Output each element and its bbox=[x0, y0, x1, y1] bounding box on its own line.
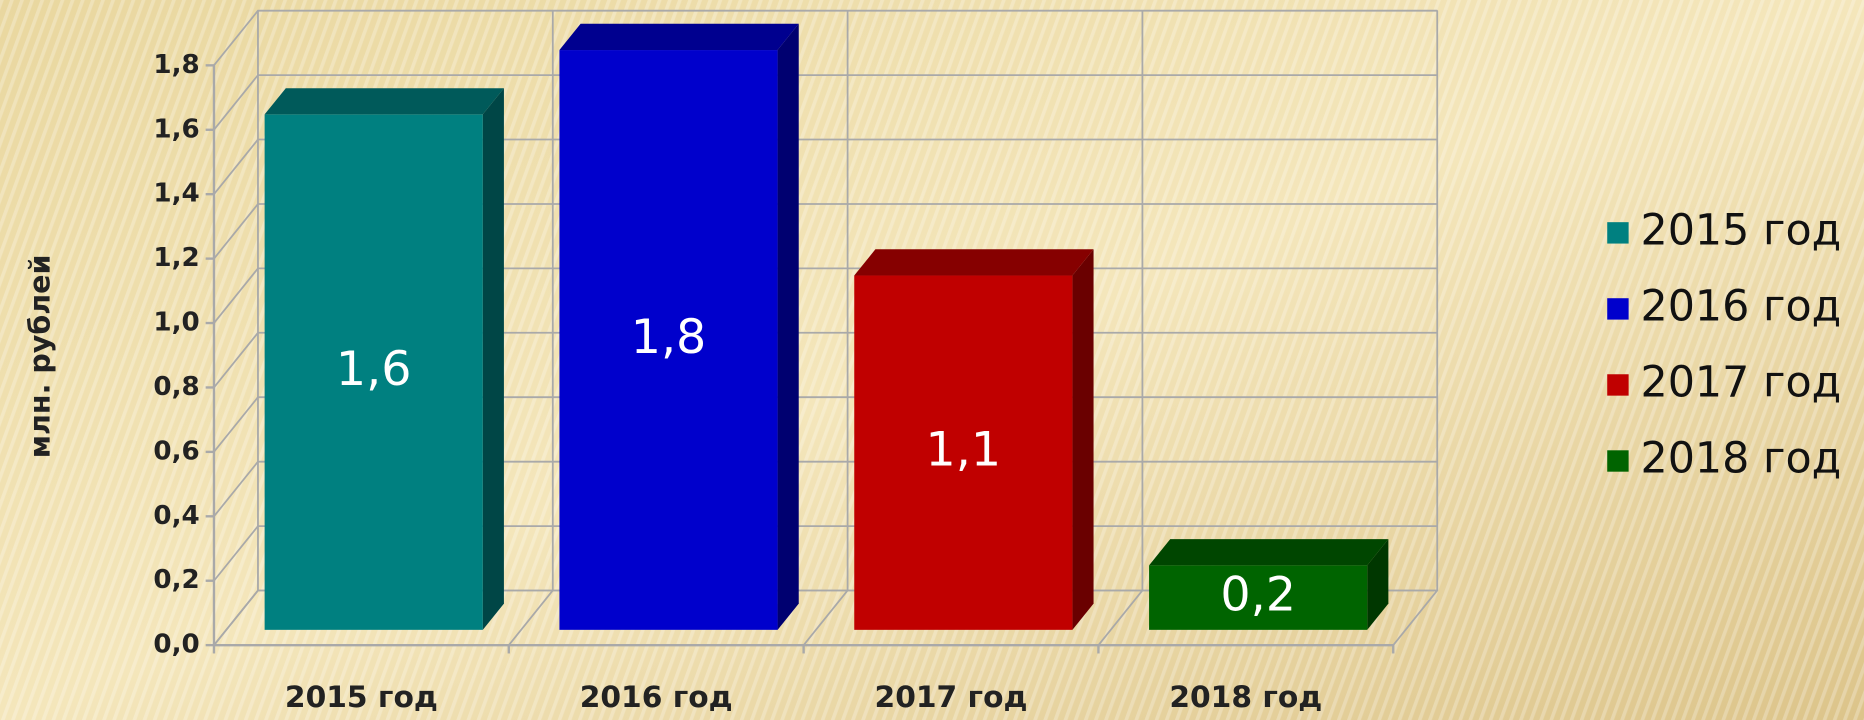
legend-label: 2018 год bbox=[1641, 433, 1842, 483]
bar-top bbox=[264, 88, 504, 115]
value-label: 0,2 bbox=[1220, 568, 1296, 623]
y-tick-label: 1,6 bbox=[153, 114, 199, 144]
bar-side bbox=[1367, 539, 1389, 630]
y-tick-label: 0,6 bbox=[153, 436, 199, 466]
legend-label: 2016 год bbox=[1641, 281, 1842, 331]
legend-swatch bbox=[1607, 222, 1629, 244]
legend-label: 2015 год bbox=[1641, 205, 1842, 255]
category-grid-line bbox=[213, 10, 259, 646]
value-label: 1,1 bbox=[926, 423, 1002, 478]
legend-swatch bbox=[1607, 450, 1629, 472]
y-tick-label: 1,4 bbox=[153, 179, 199, 209]
bar bbox=[559, 50, 778, 630]
y-tick-label: 0,8 bbox=[153, 372, 199, 402]
category-grid-line bbox=[802, 10, 849, 646]
value-label: 1,8 bbox=[631, 310, 707, 365]
bar bbox=[264, 114, 483, 630]
value-label: 1,6 bbox=[336, 342, 412, 397]
y-tick-label: 1,0 bbox=[153, 308, 199, 338]
bar-side bbox=[1072, 249, 1094, 630]
bar-top bbox=[1149, 539, 1389, 566]
bar-top bbox=[559, 23, 799, 51]
y-tick-label: 1,8 bbox=[153, 50, 199, 80]
legend-swatch bbox=[1607, 298, 1629, 320]
bar-top bbox=[854, 249, 1094, 276]
category-grid-line bbox=[1097, 10, 1144, 646]
y-tick-label: 0,4 bbox=[153, 501, 199, 531]
x-tick-label: 2015 год bbox=[285, 680, 438, 715]
legend-swatch bbox=[1607, 374, 1629, 396]
bar-side bbox=[777, 23, 799, 630]
x-tick-label: 2016 год bbox=[580, 680, 733, 715]
bar-side bbox=[482, 88, 504, 630]
category-grid-line bbox=[1392, 10, 1439, 646]
x-tick-label: 2018 год bbox=[1169, 680, 1322, 715]
y-tick-label: 1,2 bbox=[153, 243, 199, 273]
y-axis-label: млн. рублей bbox=[24, 255, 57, 459]
y-tick-label: 0,0 bbox=[153, 630, 199, 660]
plot-area: 0,0 0,2 0,4 0,6 0,8 1,0 1,2 1,4 1,6 1,8 1,6 2015 го… bbox=[153, 9, 1842, 715]
bar bbox=[1149, 565, 1368, 630]
legend-label: 2017 год bbox=[1641, 357, 1842, 407]
category-grid-line bbox=[508, 10, 554, 646]
x-tick-label: 2017 год bbox=[875, 680, 1028, 715]
bar bbox=[854, 275, 1073, 630]
y-tick-label: 0,2 bbox=[153, 565, 199, 595]
